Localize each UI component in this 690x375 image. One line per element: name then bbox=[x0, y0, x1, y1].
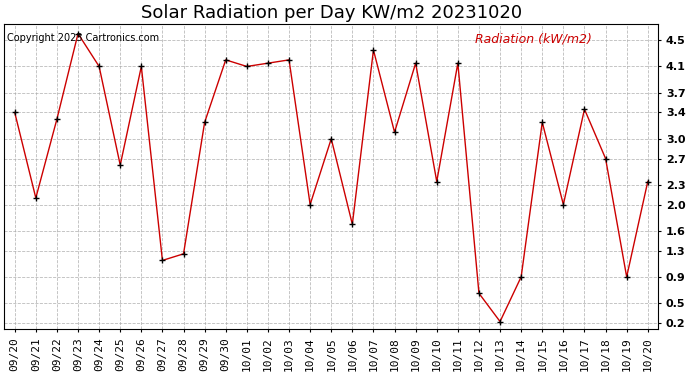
Text: Radiation (kW/m2): Radiation (kW/m2) bbox=[475, 33, 592, 46]
Text: Copyright 2023 Cartronics.com: Copyright 2023 Cartronics.com bbox=[8, 33, 159, 43]
Title: Solar Radiation per Day KW/m2 20231020: Solar Radiation per Day KW/m2 20231020 bbox=[141, 4, 522, 22]
